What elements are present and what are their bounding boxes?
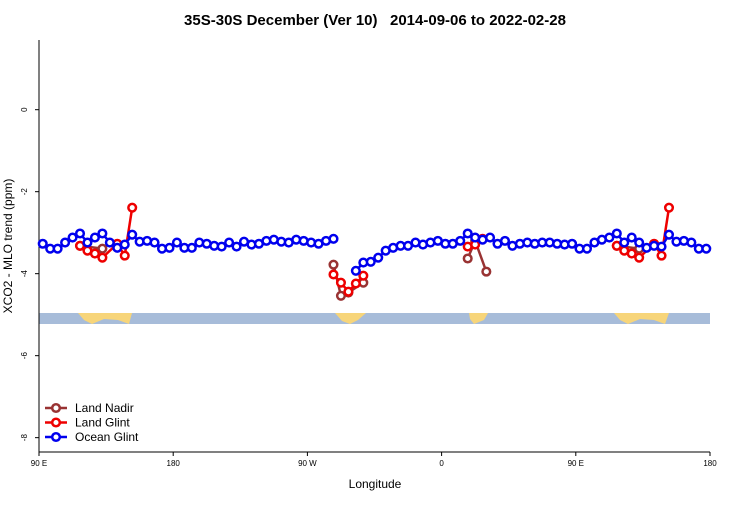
data-point bbox=[37, 238, 48, 249]
data-point bbox=[365, 256, 376, 267]
legend-label: Ocean Glint bbox=[75, 430, 139, 444]
data-point bbox=[97, 252, 108, 263]
data-point bbox=[149, 237, 160, 248]
y-tick-label: 0 bbox=[20, 107, 29, 112]
y-axis-label: XCO2 - MLO trend (ppm) bbox=[1, 179, 15, 314]
data-point bbox=[328, 269, 339, 280]
data-point bbox=[373, 252, 384, 263]
data-point bbox=[701, 243, 712, 254]
data-point bbox=[634, 237, 645, 248]
chart-title: 35S-30S December (Ver 10) 2014-09-06 to … bbox=[184, 12, 566, 29]
data-point bbox=[231, 241, 242, 252]
data-point bbox=[127, 229, 138, 240]
x-tick-label: 180 bbox=[167, 459, 181, 468]
data-point bbox=[104, 237, 115, 248]
data-point bbox=[328, 233, 339, 244]
data-point bbox=[335, 277, 347, 288]
data-point bbox=[350, 265, 361, 276]
data-point bbox=[626, 248, 637, 259]
data-point bbox=[686, 237, 697, 248]
data-point bbox=[499, 235, 511, 246]
data-point bbox=[663, 202, 675, 213]
data-point bbox=[663, 229, 675, 240]
data-point bbox=[127, 202, 138, 213]
data-point bbox=[481, 266, 492, 277]
data-point bbox=[619, 237, 630, 248]
data-point bbox=[171, 237, 182, 248]
data-point bbox=[89, 248, 100, 259]
land-patch bbox=[335, 313, 366, 324]
data-point bbox=[350, 278, 361, 289]
data-point bbox=[164, 242, 175, 253]
data-point bbox=[119, 239, 130, 250]
ocean-band bbox=[39, 313, 710, 324]
data-point bbox=[60, 237, 71, 248]
data-point bbox=[74, 228, 86, 239]
data-point bbox=[567, 238, 578, 249]
land-patch bbox=[469, 313, 488, 324]
land-patch bbox=[614, 313, 669, 324]
data-point bbox=[328, 259, 339, 270]
x-tick-label: 90 E bbox=[31, 459, 47, 468]
data-point bbox=[485, 232, 496, 243]
data-point bbox=[97, 228, 108, 239]
legend-label: Land Nadir bbox=[75, 401, 134, 415]
data-point bbox=[119, 250, 130, 261]
x-axis-label: Longitude bbox=[349, 477, 402, 491]
x-tick-label: 90 E bbox=[568, 459, 584, 468]
data-point bbox=[634, 252, 645, 263]
x-tick-label: 0 bbox=[439, 459, 444, 468]
legend-marker bbox=[50, 431, 62, 443]
land-patch bbox=[78, 313, 132, 324]
data-point bbox=[89, 232, 100, 243]
y-tick-label: -2 bbox=[20, 188, 29, 196]
legend-marker bbox=[50, 402, 62, 414]
y-tick-label: -8 bbox=[20, 434, 29, 442]
legend-marker bbox=[50, 417, 62, 428]
data-point bbox=[656, 250, 667, 261]
y-tick-label: -6 bbox=[20, 352, 29, 360]
data-point bbox=[186, 242, 197, 253]
series bbox=[37, 228, 712, 276]
x-tick-label: 90 W bbox=[298, 459, 317, 468]
data-point bbox=[656, 241, 667, 252]
data-point bbox=[455, 235, 466, 246]
data-point bbox=[604, 232, 615, 243]
land-ocean-strip bbox=[39, 313, 710, 324]
data-point bbox=[52, 243, 63, 254]
data-point bbox=[358, 270, 369, 281]
data-point bbox=[462, 228, 473, 239]
data-point bbox=[626, 232, 637, 243]
data-point bbox=[343, 286, 354, 297]
data-point bbox=[97, 243, 108, 254]
data-point bbox=[224, 237, 235, 248]
x-tick-label: 180 bbox=[703, 459, 717, 468]
data-point bbox=[611, 228, 622, 239]
legend-label: Land Glint bbox=[75, 416, 130, 430]
data-point bbox=[216, 241, 227, 252]
data-point bbox=[462, 253, 473, 264]
data-point bbox=[67, 232, 78, 243]
data-point bbox=[82, 237, 93, 248]
y-tick-label: -4 bbox=[20, 270, 29, 278]
data-point bbox=[581, 243, 593, 254]
